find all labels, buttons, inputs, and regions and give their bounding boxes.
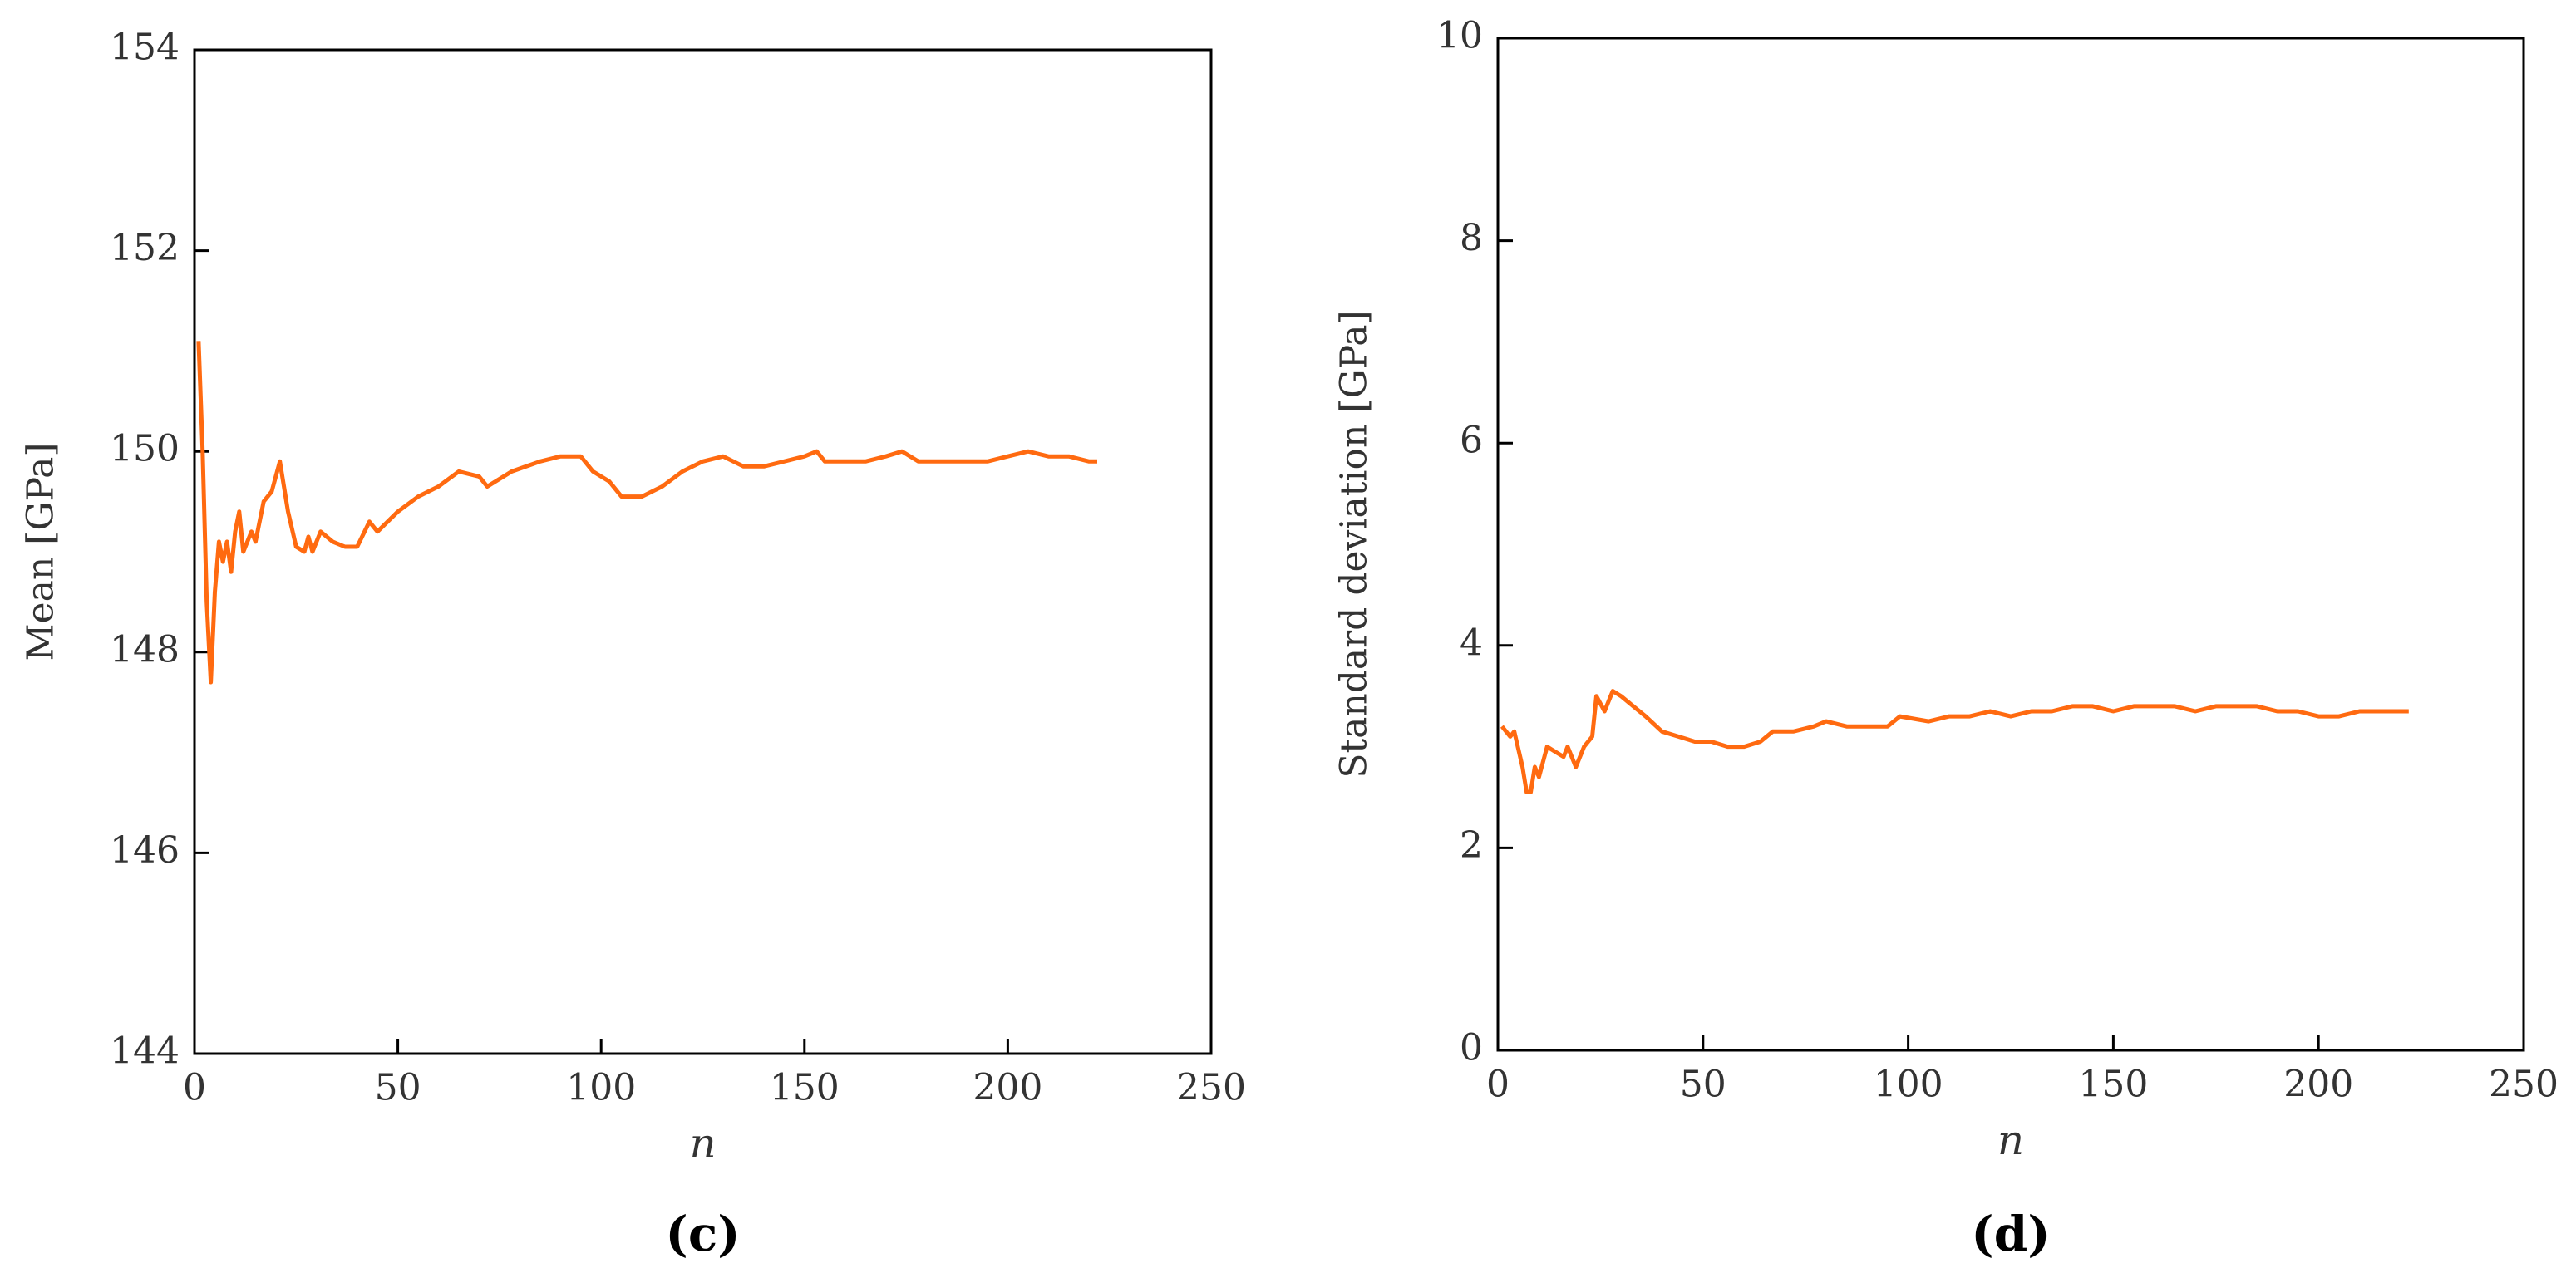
data-line [196,341,1097,685]
y-tick-label: 150 [110,428,180,470]
y-tick-label: 154 [110,27,180,69]
plot-frame [1496,37,2525,1052]
x-tick-label: 200 [2283,1064,2353,1106]
x-tick-label: 50 [375,1067,421,1109]
x-tick-label: 250 [2489,1064,2559,1106]
y-axis-label: Mean [GPa] [20,443,62,661]
x-tick-label: 0 [1486,1064,1510,1106]
x-tick-label: 50 [1680,1064,1726,1106]
data-line [1500,689,2409,794]
x-axis-label: n [1997,1116,2024,1164]
y-tick-label: 4 [1460,622,1483,664]
y-axis-label: Standard deviation [GPa] [1333,310,1376,778]
plot-frame [193,48,1213,1055]
y-tick-label: 8 [1460,217,1483,259]
x-tick-label: 150 [2078,1064,2148,1106]
y-tick-label: 2 [1460,824,1483,867]
y-tick-label: 144 [110,1030,180,1073]
x-tick-label: 200 [973,1067,1042,1109]
subtitle: (c) [665,1206,740,1262]
y-tick-label: 146 [110,829,180,872]
x-tick-label: 250 [1176,1067,1246,1109]
y-tick-label: 6 [1460,420,1483,462]
x-tick-label: 100 [566,1067,636,1109]
x-tick-label: 100 [1874,1064,1943,1106]
y-tick-label: 152 [110,227,180,269]
y-tick-label: 10 [1436,15,1483,57]
subtitle: (d) [1971,1206,2050,1262]
x-axis-label: n [689,1119,716,1167]
x-tick-label: 150 [770,1067,840,1109]
y-tick-label: 0 [1460,1027,1483,1069]
y-tick-label: 148 [110,628,180,671]
x-tick-label: 0 [183,1067,206,1109]
